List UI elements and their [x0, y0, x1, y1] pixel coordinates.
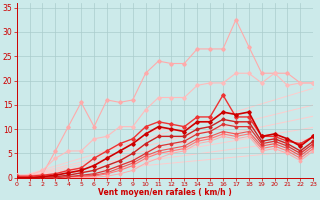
- X-axis label: Vent moyen/en rafales ( km/h ): Vent moyen/en rafales ( km/h ): [98, 188, 232, 197]
